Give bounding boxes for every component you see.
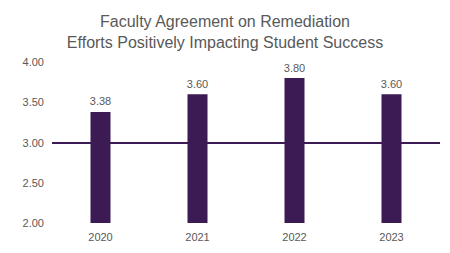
svg-text:Faculty Agreement on Remediati: Faculty Agreement on Remediation	[100, 13, 350, 30]
svg-text:3.60: 3.60	[187, 78, 208, 90]
svg-text:2022: 2022	[282, 231, 306, 243]
svg-text:2023: 2023	[379, 231, 403, 243]
svg-text:2020: 2020	[88, 231, 112, 243]
svg-text:3.60: 3.60	[381, 78, 402, 90]
svg-text:2.00: 2.00	[23, 217, 44, 229]
svg-text:2.50: 2.50	[23, 177, 44, 189]
svg-text:3.38: 3.38	[90, 95, 111, 107]
svg-text:2021: 2021	[185, 231, 209, 243]
svg-text:3.50: 3.50	[23, 96, 44, 108]
svg-text:Efforts Positively Impacting S: Efforts Positively Impacting Student Suc…	[67, 34, 383, 51]
svg-text:3.00: 3.00	[23, 137, 44, 149]
svg-text:4.00: 4.00	[23, 56, 44, 68]
svg-text:3.80: 3.80	[284, 62, 305, 74]
